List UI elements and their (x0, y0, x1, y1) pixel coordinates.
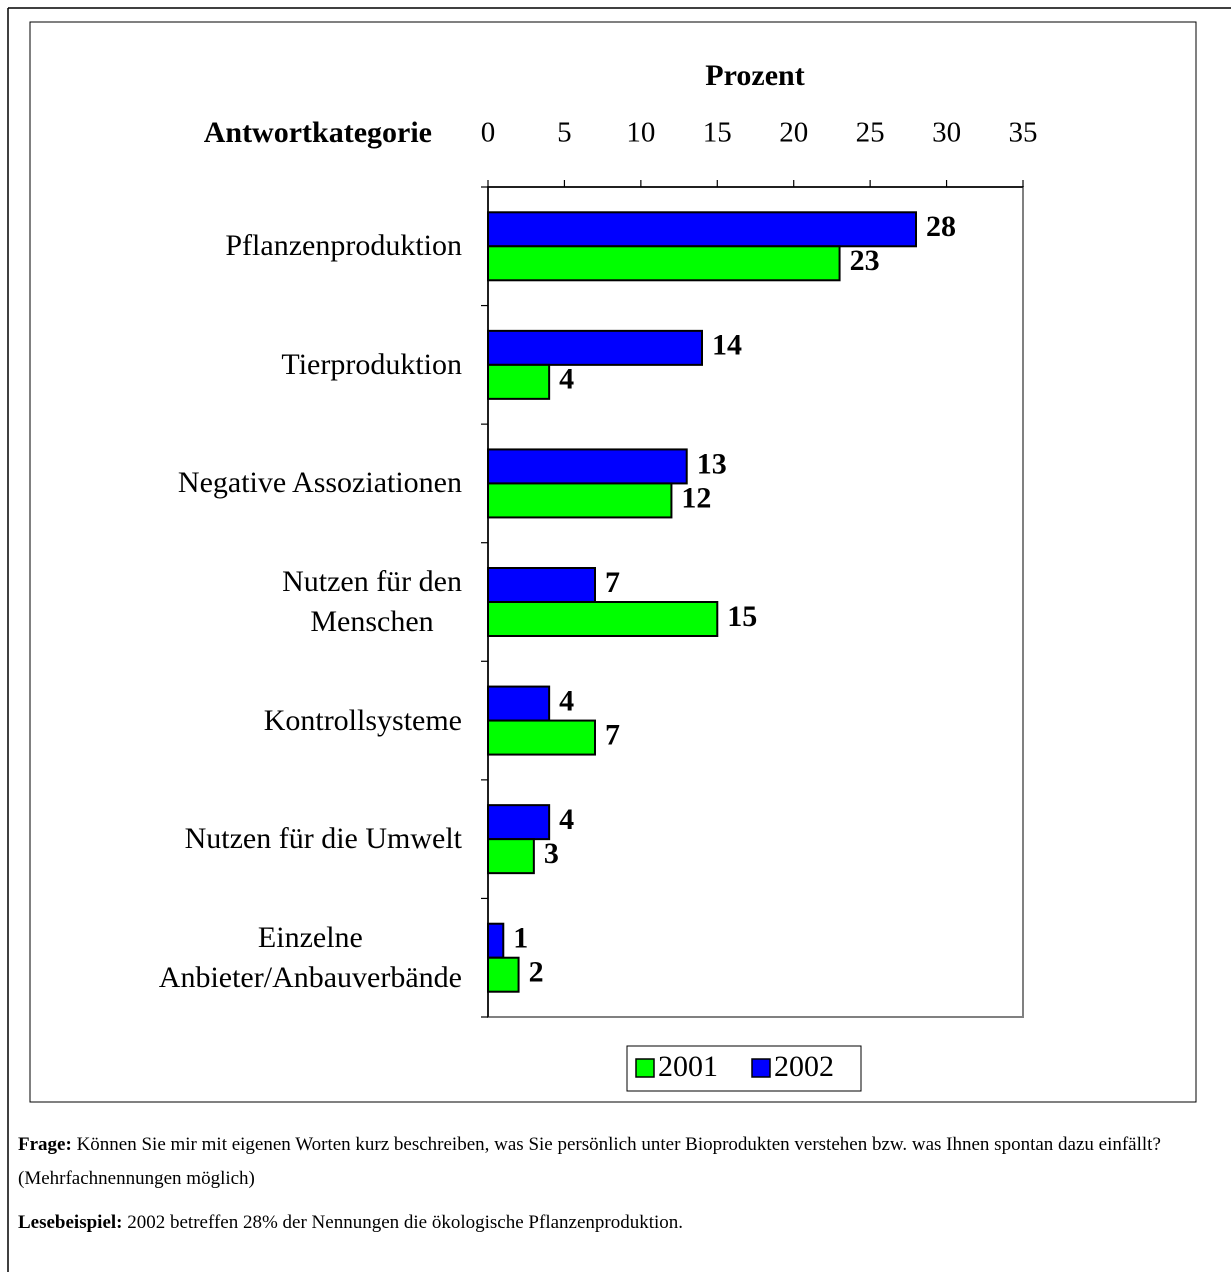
category-label: Nutzen für die Umwelt (184, 822, 462, 856)
x-tick-label: 5 (557, 117, 572, 149)
note: Lesebeispiel: 2002 betreffen 28% der Nen… (18, 1206, 1231, 1240)
data-label: 7 (605, 566, 620, 599)
data-label: 13 (697, 447, 727, 480)
bar (487, 363, 551, 400)
bar (487, 804, 551, 841)
bar (487, 211, 917, 248)
x-tick-label: 10 (626, 117, 655, 149)
bar (487, 329, 703, 366)
legend (626, 1045, 862, 1092)
data-label: 2 (529, 956, 544, 989)
note-label: Lesebeispiel: (18, 1212, 123, 1233)
bar (487, 685, 551, 722)
x-tick-label: 25 (856, 117, 885, 149)
x-tick-label: 30 (932, 117, 961, 149)
bar (487, 601, 719, 637)
note-label: Frage: (18, 1134, 72, 1155)
bar (487, 922, 505, 959)
axis-title: Prozent (705, 59, 804, 92)
category-label: Pflanzenproduktion (225, 229, 462, 263)
x-tick-label: 20 (779, 117, 808, 149)
data-label: 4 (559, 684, 574, 717)
bar (487, 956, 520, 993)
category-label: Negative Assoziationen (177, 466, 462, 500)
data-label: 28 (926, 210, 956, 243)
bar (487, 482, 673, 519)
data-label: 7 (605, 718, 620, 751)
data-label: 12 (681, 481, 711, 514)
notes: Frage: Können Sie mir mit eigenen Worten… (18, 1128, 1231, 1250)
category-label: Einzelne Anbieter/Anbauverbände (158, 920, 462, 994)
category-label: Tierproduktion (281, 347, 462, 381)
category-axis-title: Antwortkategorie (204, 116, 432, 149)
bar (487, 838, 535, 875)
legend-swatch (635, 1058, 655, 1078)
bar (487, 448, 688, 485)
note: Frage: Können Sie mir mit eigenen Worten… (18, 1128, 1231, 1196)
category-label: Kontrollsysteme (263, 703, 462, 737)
bar (487, 245, 841, 282)
legend-label: 2001 (658, 1050, 718, 1083)
note-text: 2002 betreffen 28% der Nennungen die öko… (122, 1212, 684, 1233)
bar (487, 567, 596, 603)
legend-label: 2002 (774, 1050, 834, 1083)
data-label: 23 (850, 244, 880, 277)
x-tick-label: 0 (481, 117, 496, 149)
data-label: 14 (712, 329, 742, 362)
data-label: 4 (559, 803, 574, 836)
bar (487, 719, 596, 756)
data-label: 15 (727, 600, 757, 633)
data-label: 4 (559, 363, 574, 396)
x-tick-label: 15 (703, 117, 732, 149)
data-label: 1 (513, 922, 528, 955)
chart-frame (29, 21, 1197, 1103)
legend-swatch (751, 1058, 771, 1078)
data-label: 3 (544, 837, 559, 870)
note-text: Können Sie mir mit eigenen Worten kurz b… (18, 1134, 1161, 1189)
category-label: Nutzen für den Menschen (282, 565, 462, 638)
x-tick-label: 35 (1009, 117, 1038, 149)
